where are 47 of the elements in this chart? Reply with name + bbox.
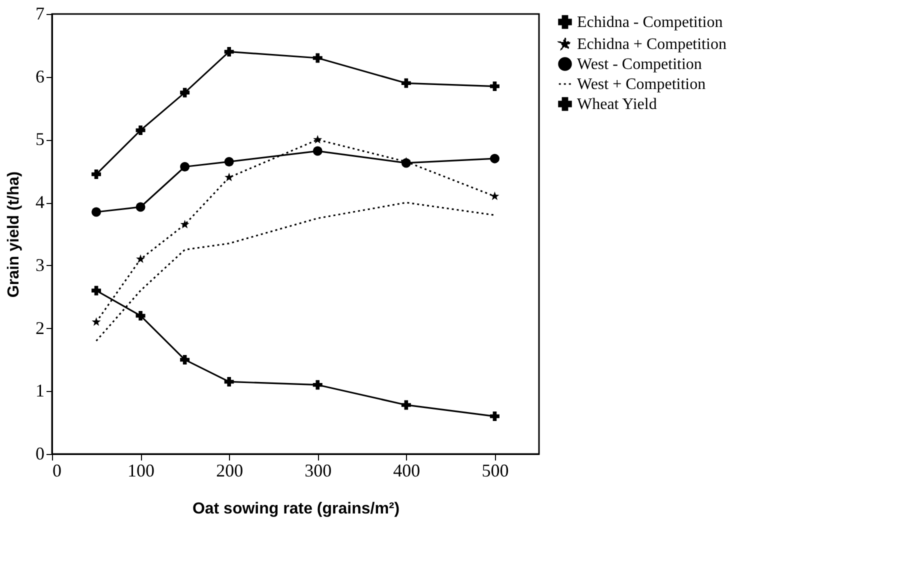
point xyxy=(401,400,411,410)
point xyxy=(136,310,146,320)
x-tick-label: 200 xyxy=(216,460,244,480)
point xyxy=(136,126,146,136)
point xyxy=(312,53,322,63)
x-tick-label: 400 xyxy=(393,460,420,480)
y-tick-label: 2 xyxy=(36,318,44,338)
y-tick-label: 4 xyxy=(36,192,44,212)
point xyxy=(401,78,411,88)
point xyxy=(224,46,234,56)
x-tick-label: 100 xyxy=(128,460,155,480)
point xyxy=(490,154,500,164)
legend-label: Echidna + Competition xyxy=(577,36,726,53)
point xyxy=(490,82,500,92)
legend-label: Wheat Yield xyxy=(577,96,657,113)
y-tick-label: 1 xyxy=(36,380,44,401)
point xyxy=(224,376,234,386)
x-tick-label: 0 xyxy=(52,460,62,480)
point xyxy=(92,170,102,180)
point xyxy=(224,156,234,166)
point xyxy=(92,286,102,296)
legend-label: West + Competition xyxy=(577,76,706,93)
x-axis-title: Oat sowing rate (grains/m²) xyxy=(192,500,400,518)
y-tick-label: 5 xyxy=(36,129,44,150)
legend-label: West - Competition xyxy=(577,56,702,73)
point xyxy=(180,220,190,228)
y-axis-title: Grain yield (t/ha) xyxy=(6,171,22,298)
point xyxy=(180,162,190,172)
point xyxy=(92,207,102,217)
y-tick-label: 6 xyxy=(36,66,44,86)
point xyxy=(180,354,190,364)
point xyxy=(92,317,101,326)
point xyxy=(136,202,146,212)
point xyxy=(490,192,500,200)
y-tick-label: 0 xyxy=(36,444,44,464)
point xyxy=(180,88,190,98)
point xyxy=(313,134,322,144)
legend-label: Echidna - Competition xyxy=(577,14,723,31)
point xyxy=(224,172,234,182)
x-tick-label: 300 xyxy=(304,460,332,480)
point xyxy=(136,254,146,263)
y-tick-label: 7 xyxy=(36,4,44,24)
x-tick-label: 500 xyxy=(482,460,509,480)
point xyxy=(490,412,500,422)
point xyxy=(312,380,322,390)
point xyxy=(312,146,322,156)
y-tick-label: 3 xyxy=(36,254,44,275)
